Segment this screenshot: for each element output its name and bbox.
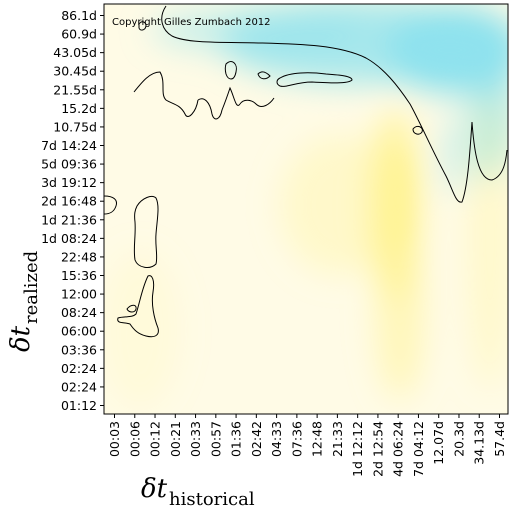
y-tick-label: 03:36: [61, 342, 97, 357]
plot-frame: [103, 3, 509, 415]
y-axis: 86.1d 60.9d 43.05d 30.45d 21.55d 15.2d 10.75d 7…: [41, 8, 104, 413]
y-tick-label: 12:00: [61, 287, 97, 302]
x-tick-label: 00:21: [168, 421, 183, 457]
x-tick-label: 00:12: [148, 421, 163, 457]
x-tick-label: 00:57: [208, 421, 223, 457]
x-tick-label: 04:33: [269, 421, 284, 457]
x-tick-label: 12.07d: [431, 421, 446, 465]
y-tick-label: 3d 19:12: [41, 175, 97, 190]
y-tick-label: 10.75d: [53, 119, 97, 134]
contour-left-3: [117, 275, 159, 338]
x-axis-label-symbol: δt: [141, 474, 168, 504]
yellow-region: [468, 90, 508, 390]
y-tick-label: 1d 08:24: [41, 231, 97, 246]
yellow-region: [280, 135, 400, 275]
y-tick-label: 02:24: [61, 379, 97, 394]
x-tick-label: 1d 12:12: [350, 421, 365, 477]
x-tick-label: 12:48: [310, 421, 325, 457]
x-tick-label: 07:36: [289, 421, 304, 457]
y-tick-label: 08:24: [61, 305, 97, 320]
x-tick-label: 02:42: [249, 421, 264, 457]
y-tick-label: 02:24: [61, 361, 97, 376]
y-tick-label: 7d 14:24: [41, 138, 97, 153]
y-tick-label: 86.1d: [61, 8, 97, 23]
plot-area: [103, 3, 509, 415]
y-tick-label: 2d 16:48: [41, 194, 97, 209]
heatmap-field-core: [386, 28, 495, 250]
cyan-region: [437, 115, 473, 195]
contour-lines: [104, 5, 508, 338]
y-tick-label: 30.45d: [53, 64, 97, 79]
contour-blob-3: [257, 71, 271, 80]
yellow-region: [376, 220, 424, 400]
contour-left-2: [133, 195, 159, 268]
contour-left-1: [104, 195, 117, 215]
cyan-core: [405, 28, 495, 72]
y-tick-label: 06:00: [61, 324, 97, 339]
y-tick-label: 21.55d: [53, 82, 97, 97]
x-tick-label: 34.13d: [472, 421, 487, 465]
y-axis-label-symbol: δt: [6, 325, 36, 352]
x-tick-label: 2d 12:54: [370, 421, 385, 477]
contour-blob-4: [412, 125, 423, 135]
x-tick-label: 00:33: [188, 421, 203, 457]
contour-bump-2: [197, 86, 241, 120]
x-axis-label: δt historical: [141, 474, 255, 510]
y-tick-label: 15:36: [61, 268, 97, 283]
x-axis: 00:03 00:06 00:12 00:21 00:33 00:57 01:36 02:42…: [107, 414, 507, 477]
contour-blob-2: [224, 61, 237, 80]
y-axis-label: δt realized: [6, 251, 42, 352]
y-tick-label: 01:12: [61, 398, 97, 413]
cyan-region: [150, 6, 370, 54]
contour-left-blob: [126, 304, 137, 313]
contour-blob-1: [276, 72, 353, 87]
contour-bump-3: [239, 97, 275, 107]
contour-bump-1: [133, 71, 199, 117]
y-tick-label: 15.2d: [61, 101, 97, 116]
x-tick-label: 00:03: [107, 421, 122, 457]
x-tick-label: 4d 06:24: [391, 421, 406, 477]
x-tick-label: 01:36: [229, 421, 244, 457]
y-axis-label-subscript: realized: [21, 251, 42, 324]
x-tick-label: 7d 04:12: [411, 421, 426, 477]
y-tick-label: 60.9d: [61, 27, 97, 42]
contour-main: [161, 5, 508, 203]
yellow-region: [104, 250, 180, 410]
yellow-core: [386, 150, 410, 250]
y-tick-label: 22:48: [61, 249, 97, 264]
contour-top-blob: [138, 21, 147, 31]
copyright-annotation: Copyright Gilles Zumbach 2012: [112, 17, 271, 28]
x-axis-label-subscript: historical: [169, 489, 255, 510]
x-tick-label: 21:33: [330, 421, 345, 457]
x-tick-label: 57.4d: [492, 421, 507, 457]
x-tick-label: 00:06: [127, 421, 142, 457]
y-tick-label: 43.05d: [53, 45, 97, 60]
y-tick-label: 5d 09:36: [41, 157, 97, 172]
y-tick-label: 1d 21:36: [41, 212, 97, 227]
x-tick-label: 20.3d: [451, 421, 466, 457]
